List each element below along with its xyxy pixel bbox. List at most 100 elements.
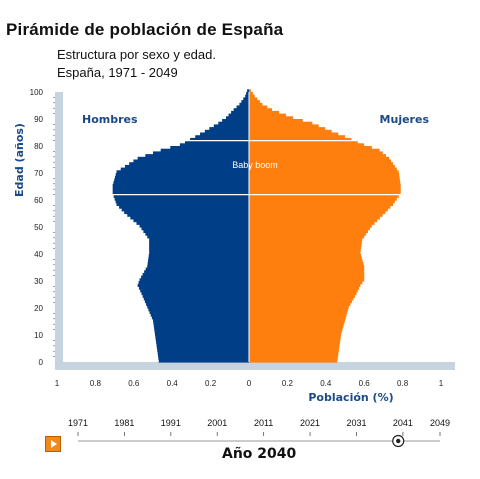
bar-hombres-age-79 xyxy=(170,146,249,150)
bar-mujeres-age-89 xyxy=(249,119,303,123)
bar-hombres-age-74 xyxy=(133,159,249,163)
bar-mujeres-age-5 xyxy=(249,345,340,350)
bar-hombres-age-64 xyxy=(112,186,250,190)
bar-hombres-age-77 xyxy=(153,151,249,155)
bar-hombres-age-41 xyxy=(149,248,249,252)
x-axis-title: Población (%) xyxy=(308,391,393,404)
bar-hombres-age-36 xyxy=(147,262,249,266)
bar-hombres-age-95 xyxy=(239,102,249,107)
bar-mujeres-age-80 xyxy=(249,143,365,147)
bar-hombres-age-25 xyxy=(141,291,249,296)
bar-mujeres-age-76 xyxy=(249,154,386,158)
bar-hombres-age-4 xyxy=(157,348,249,352)
page-title: Pirámide de población de España xyxy=(6,20,284,39)
bar-mujeres-age-81 xyxy=(249,140,358,144)
bar-hombres-age-48 xyxy=(143,229,249,233)
bar-mujeres-age-91 xyxy=(249,113,287,117)
bar-hombres-age-11 xyxy=(154,329,249,333)
bar-hombres-age-63 xyxy=(112,189,250,193)
x-tick-4: 0.2 xyxy=(205,379,217,388)
bar-mujeres-age-59 xyxy=(249,200,395,204)
bar-mujeres-age-44 xyxy=(249,240,362,244)
bar-mujeres-age-16 xyxy=(249,316,346,320)
timeline-slider-handle[interactable] xyxy=(392,434,405,448)
bar-mujeres-age-65 xyxy=(249,183,401,188)
bar-hombres-age-1 xyxy=(158,356,249,360)
y-tick-80: 80 xyxy=(34,142,43,151)
bar-hombres-age-21 xyxy=(146,302,249,306)
bar-mujeres-age-83 xyxy=(249,135,345,139)
bar-mujeres-age-47 xyxy=(249,232,367,236)
bar-mujeres-age-1 xyxy=(249,356,338,360)
bar-hombres-age-19 xyxy=(148,308,249,312)
bar-hombres-age-89 xyxy=(222,119,249,123)
bar-mujeres-age-33 xyxy=(249,270,365,274)
y-axis-title: Edad (años) xyxy=(13,123,26,197)
bar-hombres-age-10 xyxy=(154,332,249,336)
bar-hombres-age-12 xyxy=(154,326,249,331)
bar-hombres-age-57 xyxy=(119,205,249,209)
bar-mujeres-age-74 xyxy=(249,159,392,163)
bar-mujeres-age-72 xyxy=(249,164,395,169)
bar-hombres-age-45 xyxy=(149,237,249,242)
bar-mujeres-age-3 xyxy=(249,351,339,355)
bar-hombres-age-62 xyxy=(112,191,250,196)
bar-mujeres-age-66 xyxy=(249,181,401,185)
bar-mujeres-age-87 xyxy=(249,124,319,128)
bar-hombres-age-51 xyxy=(136,221,249,225)
bar-mujeres-age-22 xyxy=(249,299,352,304)
bar-hombres-age-100 xyxy=(247,89,249,93)
bar-mujeres-age-52 xyxy=(249,218,378,223)
bar-hombres-age-99 xyxy=(246,92,249,96)
bar-mujeres-age-43 xyxy=(249,243,362,247)
bar-mujeres-age-26 xyxy=(249,289,358,293)
bar-mujeres-age-100 xyxy=(249,89,251,93)
y-tick-50: 50 xyxy=(34,223,43,232)
bar-hombres-age-14 xyxy=(153,321,249,325)
y-tick-90: 90 xyxy=(34,115,43,124)
bar-hombres-age-32 xyxy=(142,272,249,277)
bar-hombres-age-66 xyxy=(113,181,249,185)
bar-mujeres-age-99 xyxy=(249,92,253,96)
bar-mujeres-age-82 xyxy=(249,137,352,142)
bar-mujeres-age-27 xyxy=(249,286,360,290)
bar-hombres-age-52 xyxy=(133,218,249,223)
bar-hombres-age-49 xyxy=(141,227,249,231)
population-pyramid-chart: 0 10 20 30 40 50 60 70 80 90 100 1 0.8 0.6 0.4 0.2 0 0.2… xyxy=(13,88,455,404)
play-button[interactable] xyxy=(45,436,61,452)
bar-hombres-age-85 xyxy=(204,129,249,134)
bar-mujeres-age-90 xyxy=(249,116,294,120)
bar-hombres-age-30 xyxy=(139,278,249,282)
bar-mujeres-age-7 xyxy=(249,340,341,344)
bar-mujeres-age-19 xyxy=(249,308,349,312)
bar-hombres-age-94 xyxy=(236,105,249,109)
bar-hombres-age-97 xyxy=(243,97,249,101)
bar-mujeres-age-77 xyxy=(249,151,383,155)
bar-hombres-age-78 xyxy=(160,148,249,152)
bar-hombres-age-84 xyxy=(200,132,249,136)
timeline-tick-marks xyxy=(77,432,441,436)
bar-hombres-age-73 xyxy=(129,162,249,166)
legend-mujeres: Mujeres xyxy=(380,113,430,126)
x-axis-bar xyxy=(55,362,455,370)
bar-mujeres-age-40 xyxy=(249,251,361,255)
bar-hombres-age-96 xyxy=(241,100,249,104)
x-tick-9: 0.8 xyxy=(397,379,409,388)
y-tick-10: 10 xyxy=(34,331,43,340)
bar-mujeres-age-25 xyxy=(249,291,357,296)
x-tick-8: 0.6 xyxy=(359,379,371,388)
bar-hombres-age-65 xyxy=(112,183,250,188)
bar-hombres-age-15 xyxy=(153,318,249,323)
y-tick-20: 20 xyxy=(34,304,43,313)
bar-hombres-age-83 xyxy=(195,135,249,139)
x-axis-ticks: 1 0.8 0.6 0.4 0.2 0 0.2 0.4 0.6 0.8 1 xyxy=(55,379,444,388)
bar-mujeres-age-42 xyxy=(249,245,362,250)
bar-mujeres-age-96 xyxy=(249,100,260,104)
bar-mujeres-age-94 xyxy=(249,105,268,109)
bar-hombres-age-44 xyxy=(149,240,249,244)
bar-mujeres-age-88 xyxy=(249,121,313,125)
bar-hombres-age-43 xyxy=(149,243,249,247)
bar-hombres-age-75 xyxy=(137,156,249,161)
bar-hombres-age-40 xyxy=(149,251,249,255)
bar-mujeres-age-78 xyxy=(249,148,380,152)
